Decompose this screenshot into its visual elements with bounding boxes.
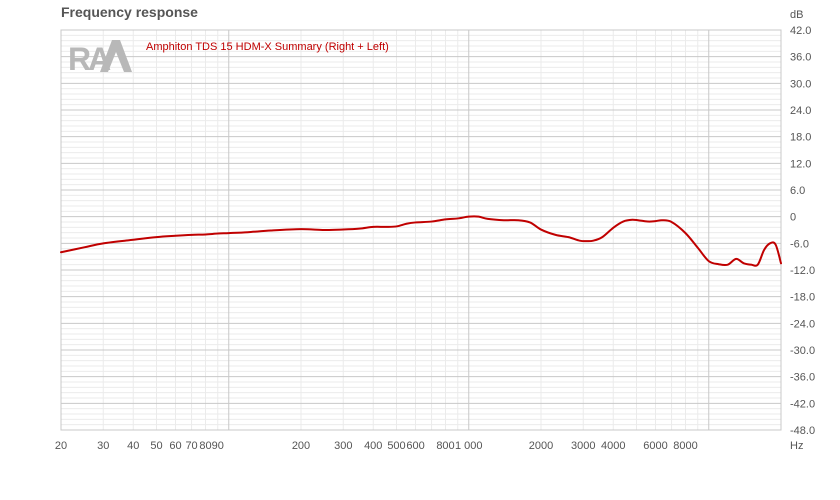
y-tick-label: -48.0 — [790, 425, 815, 437]
x-tick-label: 200 — [292, 440, 310, 452]
chart-title: Frequency response — [61, 4, 198, 20]
x-tick-label: 4000 — [601, 440, 625, 452]
x-tick-label: 300 — [334, 440, 352, 452]
y-tick-label: 30.0 — [790, 78, 811, 90]
logo-mark — [100, 40, 132, 72]
y-axis-unit: dB — [790, 9, 803, 21]
y-tick-label: 18.0 — [790, 132, 811, 144]
x-tick-label: 2000 — [529, 440, 553, 452]
x-tick-label: 40 — [127, 440, 139, 452]
x-tick-label: 60 — [169, 440, 181, 452]
y-tick-label: -24.0 — [790, 318, 815, 330]
x-tick-label: 30 — [97, 440, 109, 452]
x-axis-unit: Hz — [790, 440, 803, 452]
x-tick-label: 600 — [406, 440, 424, 452]
series-label: Amphiton TDS 15 HDM-X Summary (Right + L… — [146, 41, 389, 53]
minor-grid — [60, 30, 782, 430]
plot-area — [60, 29, 782, 431]
series-layer — [60, 215, 782, 267]
x-tick-label: 500 — [387, 440, 405, 452]
x-tick-label: 800 — [436, 440, 454, 452]
y-axis: 42.0 36.0 30.0 24.0 18.0 12.0 6.0 0 -6.0 -12.0 -18… — [790, 25, 815, 437]
y-tick-label: 0 — [790, 212, 796, 224]
y-tick-label: -18.0 — [790, 292, 815, 304]
x-tick-label: 20 — [55, 440, 67, 452]
y-tick-label: 6.0 — [790, 185, 805, 197]
logo: RA — [68, 40, 132, 77]
y-tick-label: -6.0 — [790, 238, 809, 250]
y-tick-label: -42.0 — [790, 398, 815, 410]
x-tick-label: 8000 — [673, 440, 697, 452]
x-tick-label: 80 — [199, 440, 211, 452]
x-tick-label: 400 — [364, 440, 382, 452]
x-tick-label: 6000 — [643, 440, 667, 452]
y-tick-label: -30.0 — [790, 345, 815, 357]
x-tick-label: 50 — [150, 440, 162, 452]
y-tick-label: 42.0 — [790, 25, 811, 37]
x-tick-label: 3000 — [571, 440, 595, 452]
y-tick-label: 24.0 — [790, 105, 811, 117]
y-tick-label: 12.0 — [790, 158, 811, 170]
series-line — [60, 215, 782, 267]
y-tick-label: -12.0 — [790, 265, 815, 277]
y-tick-label: 36.0 — [790, 52, 811, 64]
y-tick-label: -36.0 — [790, 372, 815, 384]
x-tick-label: 90 — [212, 440, 224, 452]
x-tick-label: 70 — [185, 440, 197, 452]
x-tick-label: 1 000 — [455, 440, 483, 452]
x-axis: 20 30 40 50 60 70 80 90 200 300 400 500 600 800 1 000 2… — [55, 440, 698, 452]
major-grid — [61, 29, 781, 431]
